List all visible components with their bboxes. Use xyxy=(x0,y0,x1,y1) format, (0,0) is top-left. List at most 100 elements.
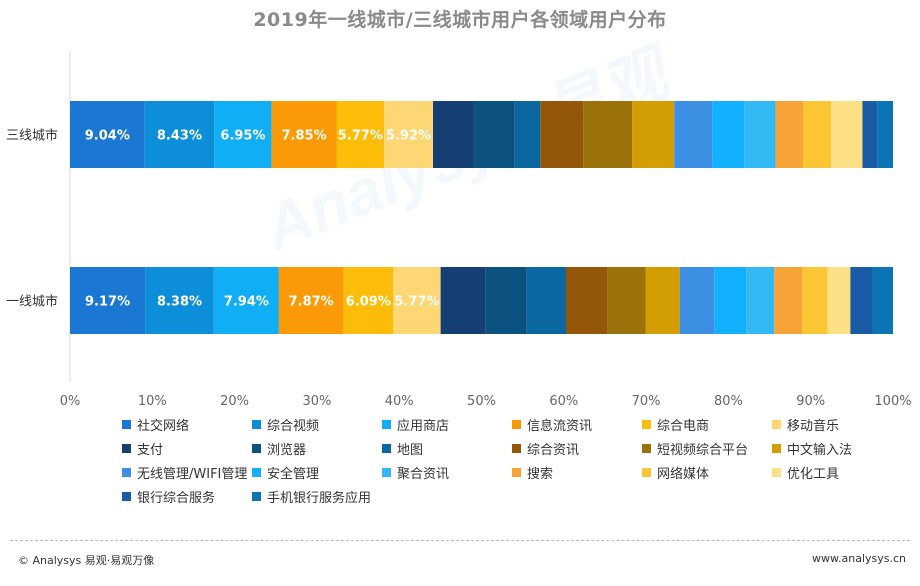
x-tick-label: 50% xyxy=(467,394,496,409)
category-label: 一线城市 xyxy=(6,294,58,310)
legend-label: 综合资讯 xyxy=(527,442,580,458)
x-tick-label: 100% xyxy=(874,394,911,409)
legend-item: 应用商店 xyxy=(382,415,512,434)
legend-item: 综合电商 xyxy=(642,415,772,434)
bar-segment xyxy=(526,267,566,334)
bar-segment xyxy=(774,267,803,334)
bar-segment xyxy=(144,101,215,168)
legend-item: 综合资讯 xyxy=(512,439,642,458)
data-label: 9.17% xyxy=(85,295,130,310)
legend-swatch xyxy=(382,443,391,453)
bar-segment xyxy=(384,101,434,168)
legend-item: 浏览器 xyxy=(252,439,382,458)
bar-segment xyxy=(775,101,803,168)
x-tick-label: 0% xyxy=(60,394,81,409)
bar-segment xyxy=(746,267,775,334)
legend-item: 地图 xyxy=(382,439,512,458)
bars-layer xyxy=(70,101,893,334)
x-tick-label: 80% xyxy=(714,394,743,409)
data-label: 5.77% xyxy=(394,295,439,310)
legend-item: 安全管理 xyxy=(252,463,382,482)
bar-segment xyxy=(744,101,776,168)
legend-swatch xyxy=(642,443,651,453)
bar-segment xyxy=(872,267,893,334)
bar-segment xyxy=(473,101,515,168)
legend: 社交网络 综合视频 应用商店 信息流资讯 综合电商 移动音乐支付 浏览器 地图 综合资讯 短视频综… xyxy=(122,415,902,506)
legend-item: 社交网络 xyxy=(122,415,252,434)
legend-label: 安全管理 xyxy=(267,466,320,482)
bar-segment xyxy=(827,267,851,334)
legend-label: 中文输入法 xyxy=(787,442,853,458)
bar-segment xyxy=(393,267,441,334)
legend-item: 移动音乐 xyxy=(772,415,902,434)
legend-label: 手机银行服务应用 xyxy=(267,490,372,506)
legend-swatch xyxy=(122,419,131,429)
legend-label: 地图 xyxy=(397,442,424,458)
bar-segment xyxy=(831,101,863,168)
bar-segment xyxy=(850,267,873,334)
bar-segment xyxy=(714,267,747,334)
bar-segment xyxy=(514,101,541,168)
bar-segment xyxy=(343,267,394,334)
legend-item: 综合视频 xyxy=(252,415,382,434)
data-label: 9.04% xyxy=(85,129,130,144)
legend-swatch xyxy=(642,467,651,477)
bar-segment xyxy=(583,101,633,168)
legend-label: 银行综合服务 xyxy=(137,490,216,506)
axis-layer: 0% 10% 20% 30% 40% 50% 60% 70% 80% 90% 100% 三线城市一线城… xyxy=(6,128,912,410)
legend-swatch xyxy=(772,419,781,429)
bar-segment xyxy=(862,101,878,168)
legend-label: 聚合资讯 xyxy=(397,466,450,482)
x-tick-label: 40% xyxy=(385,394,414,409)
bar-segment xyxy=(70,267,146,334)
bar-segment xyxy=(712,101,745,168)
legend-label: 优化工具 xyxy=(787,466,840,482)
legend-label: 网络媒体 xyxy=(657,466,710,482)
legend-item: 银行综合服务 xyxy=(122,487,252,506)
bar-segment xyxy=(565,267,608,334)
legend-label: 社交网络 xyxy=(137,418,190,434)
labels-layer: 9.04% 8.43% 6.95% 7.85% 5.77% 5.92%9.17% 8.38%… xyxy=(85,129,440,310)
stacked-bar-chart: 9.04% 8.43% 6.95% 7.85% 5.77% 5.92%9.17% 8.38%… xyxy=(6,52,912,410)
bar-segment xyxy=(540,101,584,168)
legend-label: 信息流资讯 xyxy=(527,418,593,434)
x-tick-label: 90% xyxy=(796,394,825,409)
bar-segment xyxy=(607,267,646,334)
data-label: 5.92% xyxy=(386,129,431,144)
legend-item: 搜索 xyxy=(512,463,642,482)
legend-swatch xyxy=(122,467,131,477)
legend-swatch xyxy=(252,491,261,501)
legend-item: 支付 xyxy=(122,439,252,458)
data-label: 6.95% xyxy=(220,129,265,144)
data-label: 7.85% xyxy=(282,129,327,144)
x-tick-label: 20% xyxy=(220,394,249,409)
legend-swatch xyxy=(122,491,131,501)
legend-swatch xyxy=(252,419,261,429)
legend-swatch xyxy=(252,443,261,453)
data-label: 6.09% xyxy=(346,295,391,310)
bar-segment xyxy=(645,267,680,334)
legend-label: 综合视频 xyxy=(267,418,320,434)
data-label: 8.38% xyxy=(157,295,202,310)
legend-swatch xyxy=(252,467,261,477)
legend-item: 网络媒体 xyxy=(642,463,772,482)
legend-label: 浏览器 xyxy=(267,442,307,458)
bar-segment xyxy=(70,101,145,168)
bar-segment xyxy=(632,101,675,168)
x-tick-label: 30% xyxy=(302,394,331,409)
legend-swatch xyxy=(642,419,651,429)
legend-label: 应用商店 xyxy=(397,418,450,434)
bar-segment xyxy=(485,267,527,334)
legend-item: 短视频综合平台 xyxy=(642,439,772,458)
legend-swatch xyxy=(772,467,781,477)
legend-swatch xyxy=(512,443,521,453)
legend-swatch xyxy=(382,419,391,429)
bar-segment xyxy=(278,267,344,334)
legend-swatch xyxy=(122,443,131,453)
legend-label: 支付 xyxy=(137,442,164,458)
legend-label: 短视频综合平台 xyxy=(657,442,749,458)
legend-swatch xyxy=(772,443,781,453)
bar-segment xyxy=(877,101,893,168)
bar-segment xyxy=(213,267,279,334)
legend-swatch xyxy=(512,419,521,429)
